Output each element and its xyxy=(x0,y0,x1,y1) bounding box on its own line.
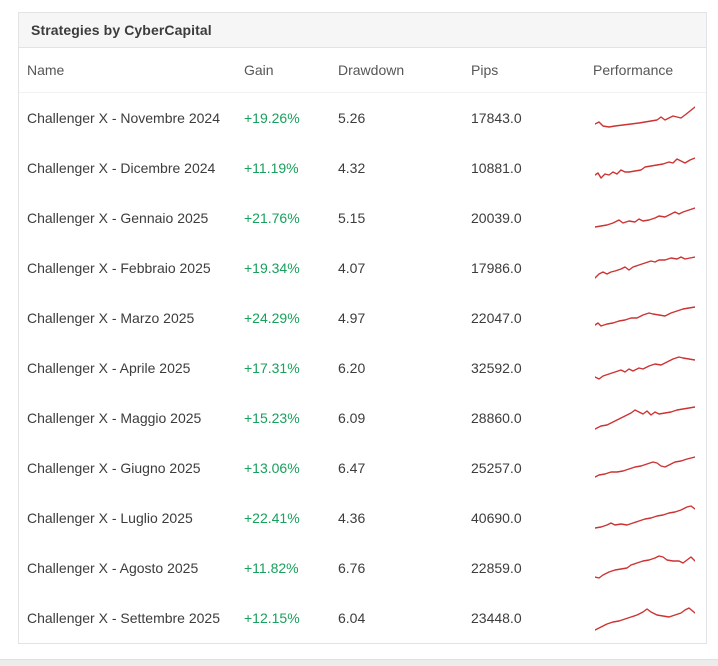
drawdown-value: 4.97 xyxy=(338,310,366,326)
gain-value: +17.31% xyxy=(244,360,300,376)
column-header-pips: Pips xyxy=(471,62,499,78)
panel-title: Strategies by CyberCapital xyxy=(19,13,706,48)
drawdown-value: 5.26 xyxy=(338,110,366,126)
column-header-name: Name xyxy=(27,62,65,78)
strategies-panel: Strategies by CyberCapital Name Gain Dra… xyxy=(18,12,707,644)
drawdown-value: 4.32 xyxy=(338,160,366,176)
strategy-name: Challenger X - Giugno 2025 xyxy=(27,460,201,476)
strategy-name: Challenger X - Aprile 2025 xyxy=(27,360,191,376)
strategy-name: Challenger X - Marzo 2025 xyxy=(27,310,195,326)
pips-value: 10881.0 xyxy=(471,160,522,176)
pips-value: 17843.0 xyxy=(471,110,522,126)
table-header-row: Name Gain Drawdown Pips Performance xyxy=(19,48,706,93)
table-row[interactable]: Challenger X - Luglio 2025 +22.41% 4.36 … xyxy=(19,493,706,543)
drawdown-value: 6.20 xyxy=(338,360,366,376)
pips-value: 25257.0 xyxy=(471,460,522,476)
pips-value: 22859.0 xyxy=(471,560,522,576)
drawdown-value: 6.47 xyxy=(338,460,366,476)
performance-sparkline xyxy=(595,157,695,179)
strategy-name: Challenger X - Luglio 2025 xyxy=(27,510,193,526)
pips-value: 22047.0 xyxy=(471,310,522,326)
drawdown-value: 5.15 xyxy=(338,210,366,226)
drawdown-value: 4.36 xyxy=(338,510,366,526)
table-row[interactable]: Challenger X - Novembre 2024 +19.26% 5.2… xyxy=(19,93,706,143)
drawdown-value: 6.09 xyxy=(338,410,366,426)
pips-value: 28860.0 xyxy=(471,410,522,426)
table-row[interactable]: Challenger X - Febbraio 2025 +19.34% 4.0… xyxy=(19,243,706,293)
gain-value: +19.34% xyxy=(244,260,300,276)
strategy-name: Challenger X - Febbraio 2025 xyxy=(27,260,211,276)
table-row[interactable]: Challenger X - Giugno 2025 +13.06% 6.47 … xyxy=(19,443,706,493)
pips-value: 32592.0 xyxy=(471,360,522,376)
strategy-name: Challenger X - Dicembre 2024 xyxy=(27,160,216,176)
gain-value: +13.06% xyxy=(244,460,300,476)
pips-value: 23448.0 xyxy=(471,610,522,626)
gain-value: +24.29% xyxy=(244,310,300,326)
performance-sparkline xyxy=(595,256,695,279)
gain-value: +21.76% xyxy=(244,210,300,226)
table-row[interactable]: Challenger X - Agosto 2025 +11.82% 6.76 … xyxy=(19,543,706,593)
strategy-name: Challenger X - Maggio 2025 xyxy=(27,410,202,426)
next-section-edge xyxy=(0,659,718,666)
gain-value: +22.41% xyxy=(244,510,300,526)
strategy-name: Challenger X - Agosto 2025 xyxy=(27,560,199,576)
performance-sparkline xyxy=(595,555,695,579)
strategy-name: Challenger X - Settembre 2025 xyxy=(27,610,220,626)
performance-sparkline xyxy=(595,607,695,631)
table-row[interactable]: Challenger X - Dicembre 2024 +11.19% 4.3… xyxy=(19,143,706,193)
table-row[interactable]: Challenger X - Marzo 2025 +24.29% 4.97 2… xyxy=(19,293,706,343)
performance-sparkline xyxy=(595,106,695,128)
gain-value: +11.19% xyxy=(244,160,299,176)
column-header-drawdown: Drawdown xyxy=(338,62,405,78)
table-row[interactable]: Challenger X - Aprile 2025 +17.31% 6.20 … xyxy=(19,343,706,393)
performance-sparkline xyxy=(595,406,695,430)
performance-sparkline xyxy=(595,207,695,228)
performance-sparkline xyxy=(595,356,695,380)
drawdown-value: 6.04 xyxy=(338,610,366,626)
column-header-performance: Performance xyxy=(593,62,674,78)
table-row[interactable]: Challenger X - Gennaio 2025 +21.76% 5.15… xyxy=(19,193,706,243)
strategy-name: Challenger X - Novembre 2024 xyxy=(27,110,220,126)
gain-value: +12.15% xyxy=(244,610,300,626)
performance-sparkline xyxy=(595,306,695,327)
table-row[interactable]: Challenger X - Maggio 2025 +15.23% 6.09 … xyxy=(19,393,706,443)
pips-value: 17986.0 xyxy=(471,260,522,276)
column-header-gain: Gain xyxy=(244,62,274,78)
strategy-name: Challenger X - Gennaio 2025 xyxy=(27,210,209,226)
gain-value: +11.82% xyxy=(244,560,299,576)
table-body: Challenger X - Novembre 2024 +19.26% 5.2… xyxy=(19,93,706,643)
table-row[interactable]: Challenger X - Settembre 2025 +12.15% 6.… xyxy=(19,593,706,643)
performance-sparkline xyxy=(595,505,695,529)
pips-value: 20039.0 xyxy=(471,210,522,226)
gain-value: +15.23% xyxy=(244,410,300,426)
drawdown-value: 6.76 xyxy=(338,560,366,576)
drawdown-value: 4.07 xyxy=(338,260,366,276)
performance-sparkline xyxy=(595,456,695,478)
gain-value: +19.26% xyxy=(244,110,300,126)
pips-value: 40690.0 xyxy=(471,510,522,526)
